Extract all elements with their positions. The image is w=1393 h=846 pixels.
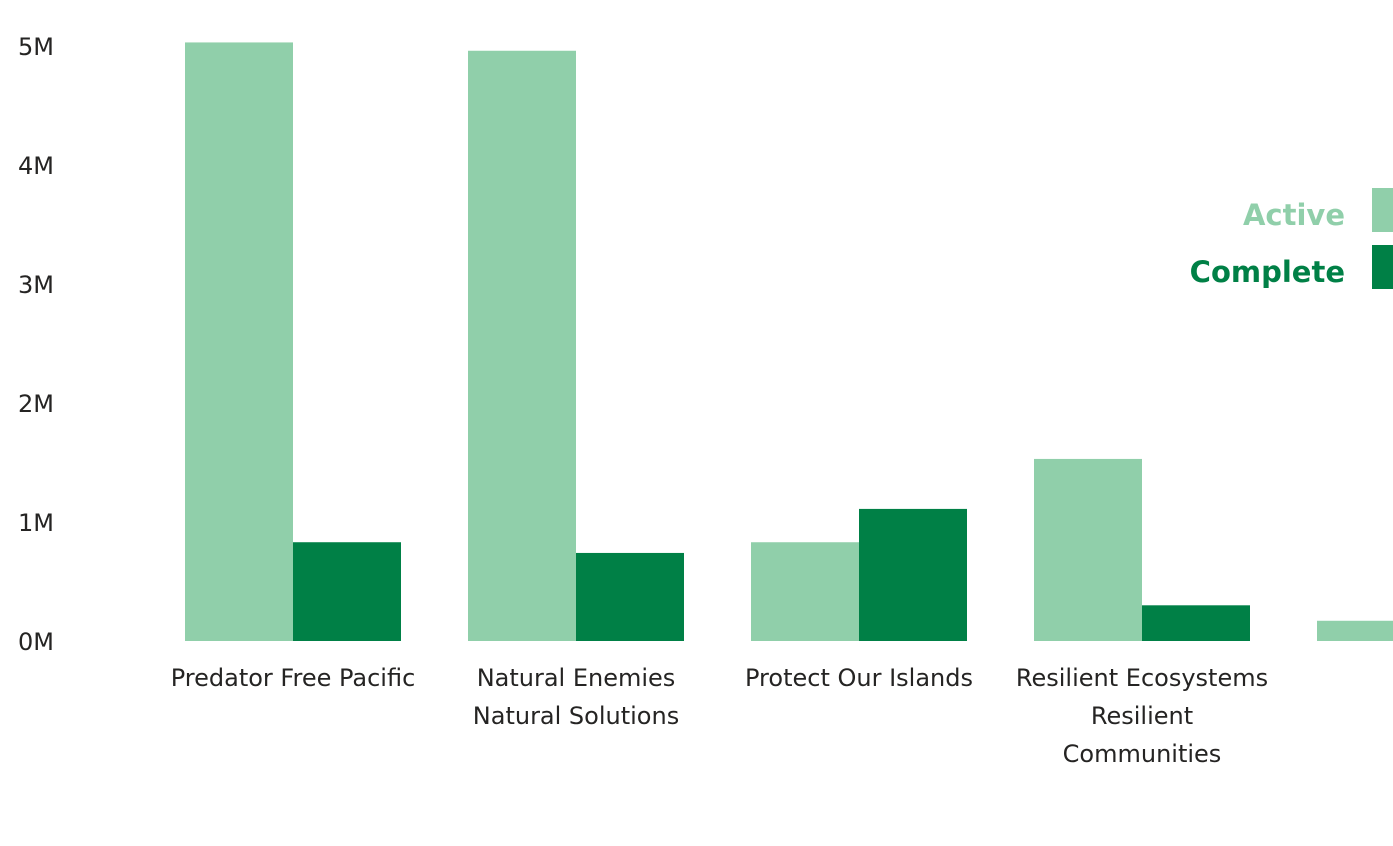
bar-complete[interactable] [1142,605,1250,641]
y-tick-label: 1M [18,509,54,537]
bars [185,42,1393,642]
legend-label-complete: Complete [1190,255,1345,289]
bar-active[interactable] [751,542,859,641]
x-category-label: Protect Our Islands [745,664,973,692]
x-axis: Predator Free Pacific Natural Enemies Natu… [171,664,1268,768]
bar-active[interactable] [468,50,576,641]
bar-active[interactable] [1034,458,1142,641]
x-category-label: Predator Free Pacific [171,664,416,692]
y-tick-label: 0M [18,628,54,656]
bar-complete[interactable] [576,552,684,641]
x-category-label: Natural Enemies Natural Solutions [473,664,679,730]
y-tick-label: 5M [18,33,54,61]
x-category-label: Resilient Ecosystems Resilient Communities [1016,664,1268,768]
legend-swatch-complete [1372,245,1393,289]
bar-complete[interactable] [293,542,401,641]
legend-label-active: Active [1243,198,1345,232]
bar-active[interactable] [1317,620,1393,641]
y-tick-label: 2M [18,390,54,418]
y-tick-label: 4M [18,152,54,180]
y-axis: 0M 1M 2M 3M 4M 5M [18,33,54,656]
legend-swatch-active [1372,188,1393,232]
y-tick-label: 3M [18,271,54,299]
bar-active[interactable] [185,42,293,642]
legend: Active Complete [1190,188,1393,289]
bar-complete[interactable] [859,508,967,641]
